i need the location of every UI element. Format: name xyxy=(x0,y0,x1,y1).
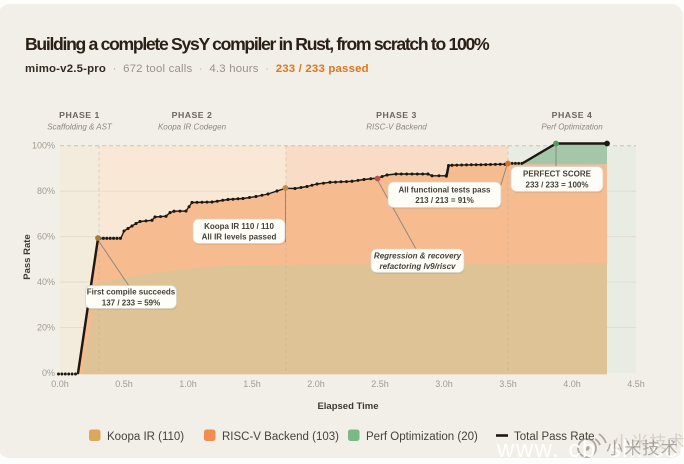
svg-text:Perf Optimization (20): Perf Optimization (20) xyxy=(366,431,478,443)
svg-text:4.5h: 4.5h xyxy=(627,379,645,389)
svg-text:0%: 0% xyxy=(42,368,55,378)
svg-text:Perf Optimization: Perf Optimization xyxy=(541,123,603,132)
svg-text:100%: 100% xyxy=(32,141,55,151)
svg-text:Scaffolding & AST: Scaffolding & AST xyxy=(47,123,113,132)
svg-text:80%: 80% xyxy=(37,186,55,196)
svg-text:PERFECT SCORE: PERFECT SCORE xyxy=(523,170,592,179)
svg-text:PHASE 2: PHASE 2 xyxy=(172,110,213,120)
svg-text:All IR levels passed: All IR levels passed xyxy=(202,233,277,242)
svg-text:0.0h: 0.0h xyxy=(51,379,69,389)
svg-text:PHASE 4: PHASE 4 xyxy=(552,110,593,120)
svg-text:Koopa IR Codegen: Koopa IR Codegen xyxy=(158,123,227,132)
svg-text:All functional tests pass: All functional tests pass xyxy=(398,185,491,194)
svg-text:20%: 20% xyxy=(37,323,55,333)
svg-text:3.5h: 3.5h xyxy=(499,379,517,389)
svg-text:Elapsed Time: Elapsed Time xyxy=(317,401,378,412)
svg-text:0.5h: 0.5h xyxy=(115,379,133,389)
svg-text:137 / 233 = 59%: 137 / 233 = 59% xyxy=(102,298,161,307)
svg-text:Regression & recovery: Regression & recovery xyxy=(374,251,462,260)
svg-text:1.5h: 1.5h xyxy=(243,379,261,389)
svg-text:refactoring lv9/riscv: refactoring lv9/riscv xyxy=(379,262,456,271)
svg-text:RISC-V Backend (103): RISC-V Backend (103) xyxy=(222,431,339,443)
svg-text:Koopa IR 110 / 110: Koopa IR 110 / 110 xyxy=(204,222,274,231)
svg-text:233 / 233 = 100%: 233 / 233 = 100% xyxy=(526,180,589,189)
svg-text:1.0h: 1.0h xyxy=(179,379,197,389)
svg-text:PHASE 1: PHASE 1 xyxy=(59,110,100,120)
svg-text:Total Pass Rate: Total Pass Rate xyxy=(514,431,595,443)
svg-text:Koopa IR (110): Koopa IR (110) xyxy=(107,431,184,443)
svg-text:2.5h: 2.5h xyxy=(371,379,389,389)
svg-text:Pass Rate: Pass Rate xyxy=(22,234,33,279)
svg-text:3.0h: 3.0h xyxy=(435,379,453,389)
svg-text:4.0h: 4.0h xyxy=(563,379,581,389)
svg-text:First compile succeeds: First compile succeeds xyxy=(87,288,176,297)
svg-text:2.0h: 2.0h xyxy=(307,379,325,389)
svg-text:40%: 40% xyxy=(37,277,55,287)
svg-text:RISC-V Backend: RISC-V Backend xyxy=(366,123,427,132)
svg-text:PHASE 3: PHASE 3 xyxy=(376,110,417,120)
svg-text:213 / 213 = 91%: 213 / 213 = 91% xyxy=(415,196,474,205)
svg-text:60%: 60% xyxy=(37,232,55,242)
